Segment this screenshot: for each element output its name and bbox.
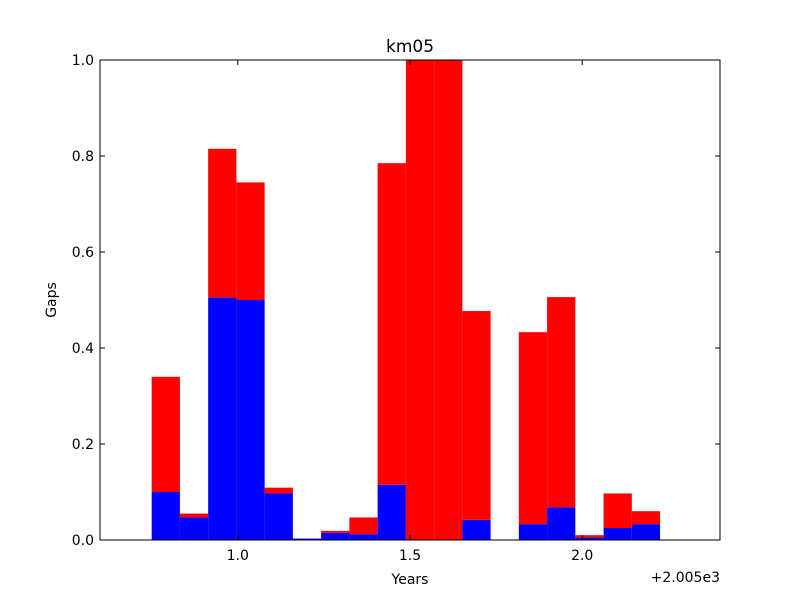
bar-segment [236,182,265,300]
y-tick-label: 0.6 [72,245,94,261]
bar-segment [179,513,209,518]
bar-segment [151,492,180,540]
y-tick-label: 1.0 [72,53,94,69]
y-tick-label: 0.2 [72,437,94,453]
bar-segment [575,537,604,540]
chart-title: km05 [386,37,434,57]
bar-segment [321,532,350,540]
bar-segment [321,530,350,533]
y-axis-label: Gaps [44,282,60,318]
y-tick-label: 0.8 [72,149,94,165]
bar-segment [462,519,491,540]
y-tick-label: 0.4 [72,341,94,357]
bar-segment [264,487,293,494]
x-tick-label: 1.5 [399,548,421,564]
x-offset-label: +2.005e3 [651,570,720,586]
bar-segment [236,300,265,540]
bar-segment [405,60,435,540]
ticks-layer: 1.0 1.5 2.0 0.0 0.2 0.4 0.6 0.8 1.0 [72,53,720,564]
bar-segment [151,376,180,492]
bar-segment [631,524,661,540]
x-tick-label: 1.0 [227,548,249,564]
bar-segment [575,535,604,538]
bar-segment [518,524,548,540]
bar-segment [631,511,661,525]
bar-segment [292,538,322,540]
y-tick-label: 0.0 [72,533,94,549]
x-tick-label: 2.0 [571,548,593,564]
bar-segment [547,507,576,540]
bars-layer [151,60,661,540]
bar-segment [377,484,406,540]
bar-segment [547,297,576,508]
bar-segment [349,534,378,540]
bar-segment [179,517,209,540]
bar-segment [603,493,632,528]
x-axis-label: Years [391,572,429,588]
bar-segment [208,297,237,540]
bar-segment [208,148,237,298]
bar-segment [518,332,548,525]
bar-segment [462,311,491,520]
bar-segment [377,163,406,485]
bar-segment [264,493,293,540]
bar-segment [603,528,632,540]
bar-segment [434,60,463,540]
bar-segment [349,517,378,535]
